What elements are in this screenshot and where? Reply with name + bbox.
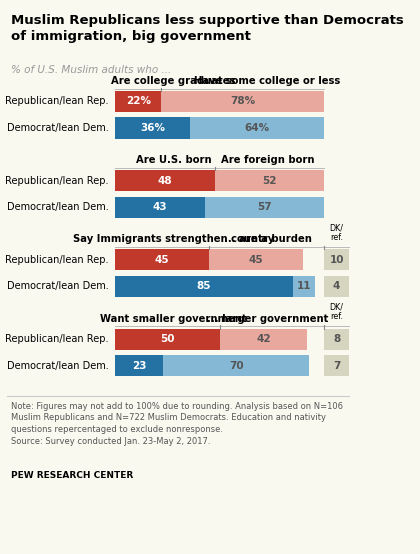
- Text: Note: Figures may not add to 100% due to rounding. Analysis based on N=106
Musli: Note: Figures may not add to 100% due to…: [11, 402, 343, 446]
- Text: 43: 43: [153, 202, 168, 212]
- Bar: [161, 91, 324, 112]
- Bar: [215, 170, 324, 191]
- Bar: [209, 249, 303, 270]
- Bar: [324, 329, 349, 350]
- Text: 57: 57: [257, 202, 272, 212]
- Bar: [115, 355, 163, 376]
- Text: ... are a burden: ... are a burden: [223, 234, 312, 244]
- Text: Democrat/lean Dem.: Democrat/lean Dem.: [7, 361, 108, 371]
- Text: DK/
ref.: DK/ ref.: [330, 223, 344, 242]
- Text: Republican/lean Rep.: Republican/lean Rep.: [5, 96, 108, 106]
- Text: 42: 42: [256, 334, 270, 344]
- Bar: [205, 197, 324, 218]
- Bar: [115, 197, 205, 218]
- Text: 10: 10: [329, 255, 344, 265]
- Text: % of U.S. Muslim adults who ...: % of U.S. Muslim adults who ...: [11, 65, 171, 75]
- Text: Democrat/lean Dem.: Democrat/lean Dem.: [7, 202, 108, 212]
- Text: 23: 23: [132, 361, 147, 371]
- Text: 45: 45: [249, 255, 263, 265]
- Bar: [220, 329, 307, 350]
- Text: Republican/lean Rep.: Republican/lean Rep.: [5, 255, 108, 265]
- Text: 52: 52: [262, 176, 277, 186]
- Bar: [293, 276, 315, 297]
- Bar: [115, 91, 161, 112]
- Text: Have some college or less: Have some college or less: [194, 76, 341, 86]
- Text: Are U.S. born: Are U.S. born: [136, 155, 211, 165]
- Text: 11: 11: [297, 281, 311, 291]
- Bar: [115, 170, 215, 191]
- Text: Democrat/lean Dem.: Democrat/lean Dem.: [7, 123, 108, 133]
- Text: Republican/lean Rep.: Republican/lean Rep.: [5, 176, 108, 186]
- Text: 22%: 22%: [126, 96, 151, 106]
- Text: DK/
ref.: DK/ ref.: [330, 302, 344, 321]
- Text: 85: 85: [197, 281, 211, 291]
- Bar: [115, 117, 190, 138]
- Text: Republican/lean Rep.: Republican/lean Rep.: [5, 334, 108, 344]
- Bar: [324, 276, 349, 297]
- Text: Want smaller government: Want smaller government: [100, 314, 247, 324]
- Text: PEW RESEARCH CENTER: PEW RESEARCH CENTER: [11, 471, 133, 480]
- Text: Say Immigrants strengthen country: Say Immigrants strengthen country: [73, 234, 274, 244]
- Text: 48: 48: [158, 176, 173, 186]
- Text: 8: 8: [333, 334, 340, 344]
- Text: 64%: 64%: [244, 123, 270, 133]
- Text: 7: 7: [333, 361, 340, 371]
- Bar: [115, 329, 220, 350]
- Bar: [324, 249, 349, 270]
- Bar: [115, 249, 209, 270]
- Text: 4: 4: [333, 281, 340, 291]
- Text: 50: 50: [160, 334, 175, 344]
- Text: Are foreign born: Are foreign born: [221, 155, 314, 165]
- Bar: [190, 117, 324, 138]
- Text: 78%: 78%: [230, 96, 255, 106]
- Bar: [115, 276, 293, 297]
- Text: 36%: 36%: [140, 123, 165, 133]
- Text: 45: 45: [155, 255, 169, 265]
- Text: 70: 70: [229, 361, 244, 371]
- Bar: [324, 355, 349, 376]
- Text: ... larger government: ... larger government: [207, 314, 328, 324]
- Text: Are college graduates: Are college graduates: [111, 76, 236, 86]
- Bar: [163, 355, 309, 376]
- Text: Muslim Republicans less supportive than Democrats
of immigration, big government: Muslim Republicans less supportive than …: [11, 14, 404, 43]
- Text: Democrat/lean Dem.: Democrat/lean Dem.: [7, 281, 108, 291]
